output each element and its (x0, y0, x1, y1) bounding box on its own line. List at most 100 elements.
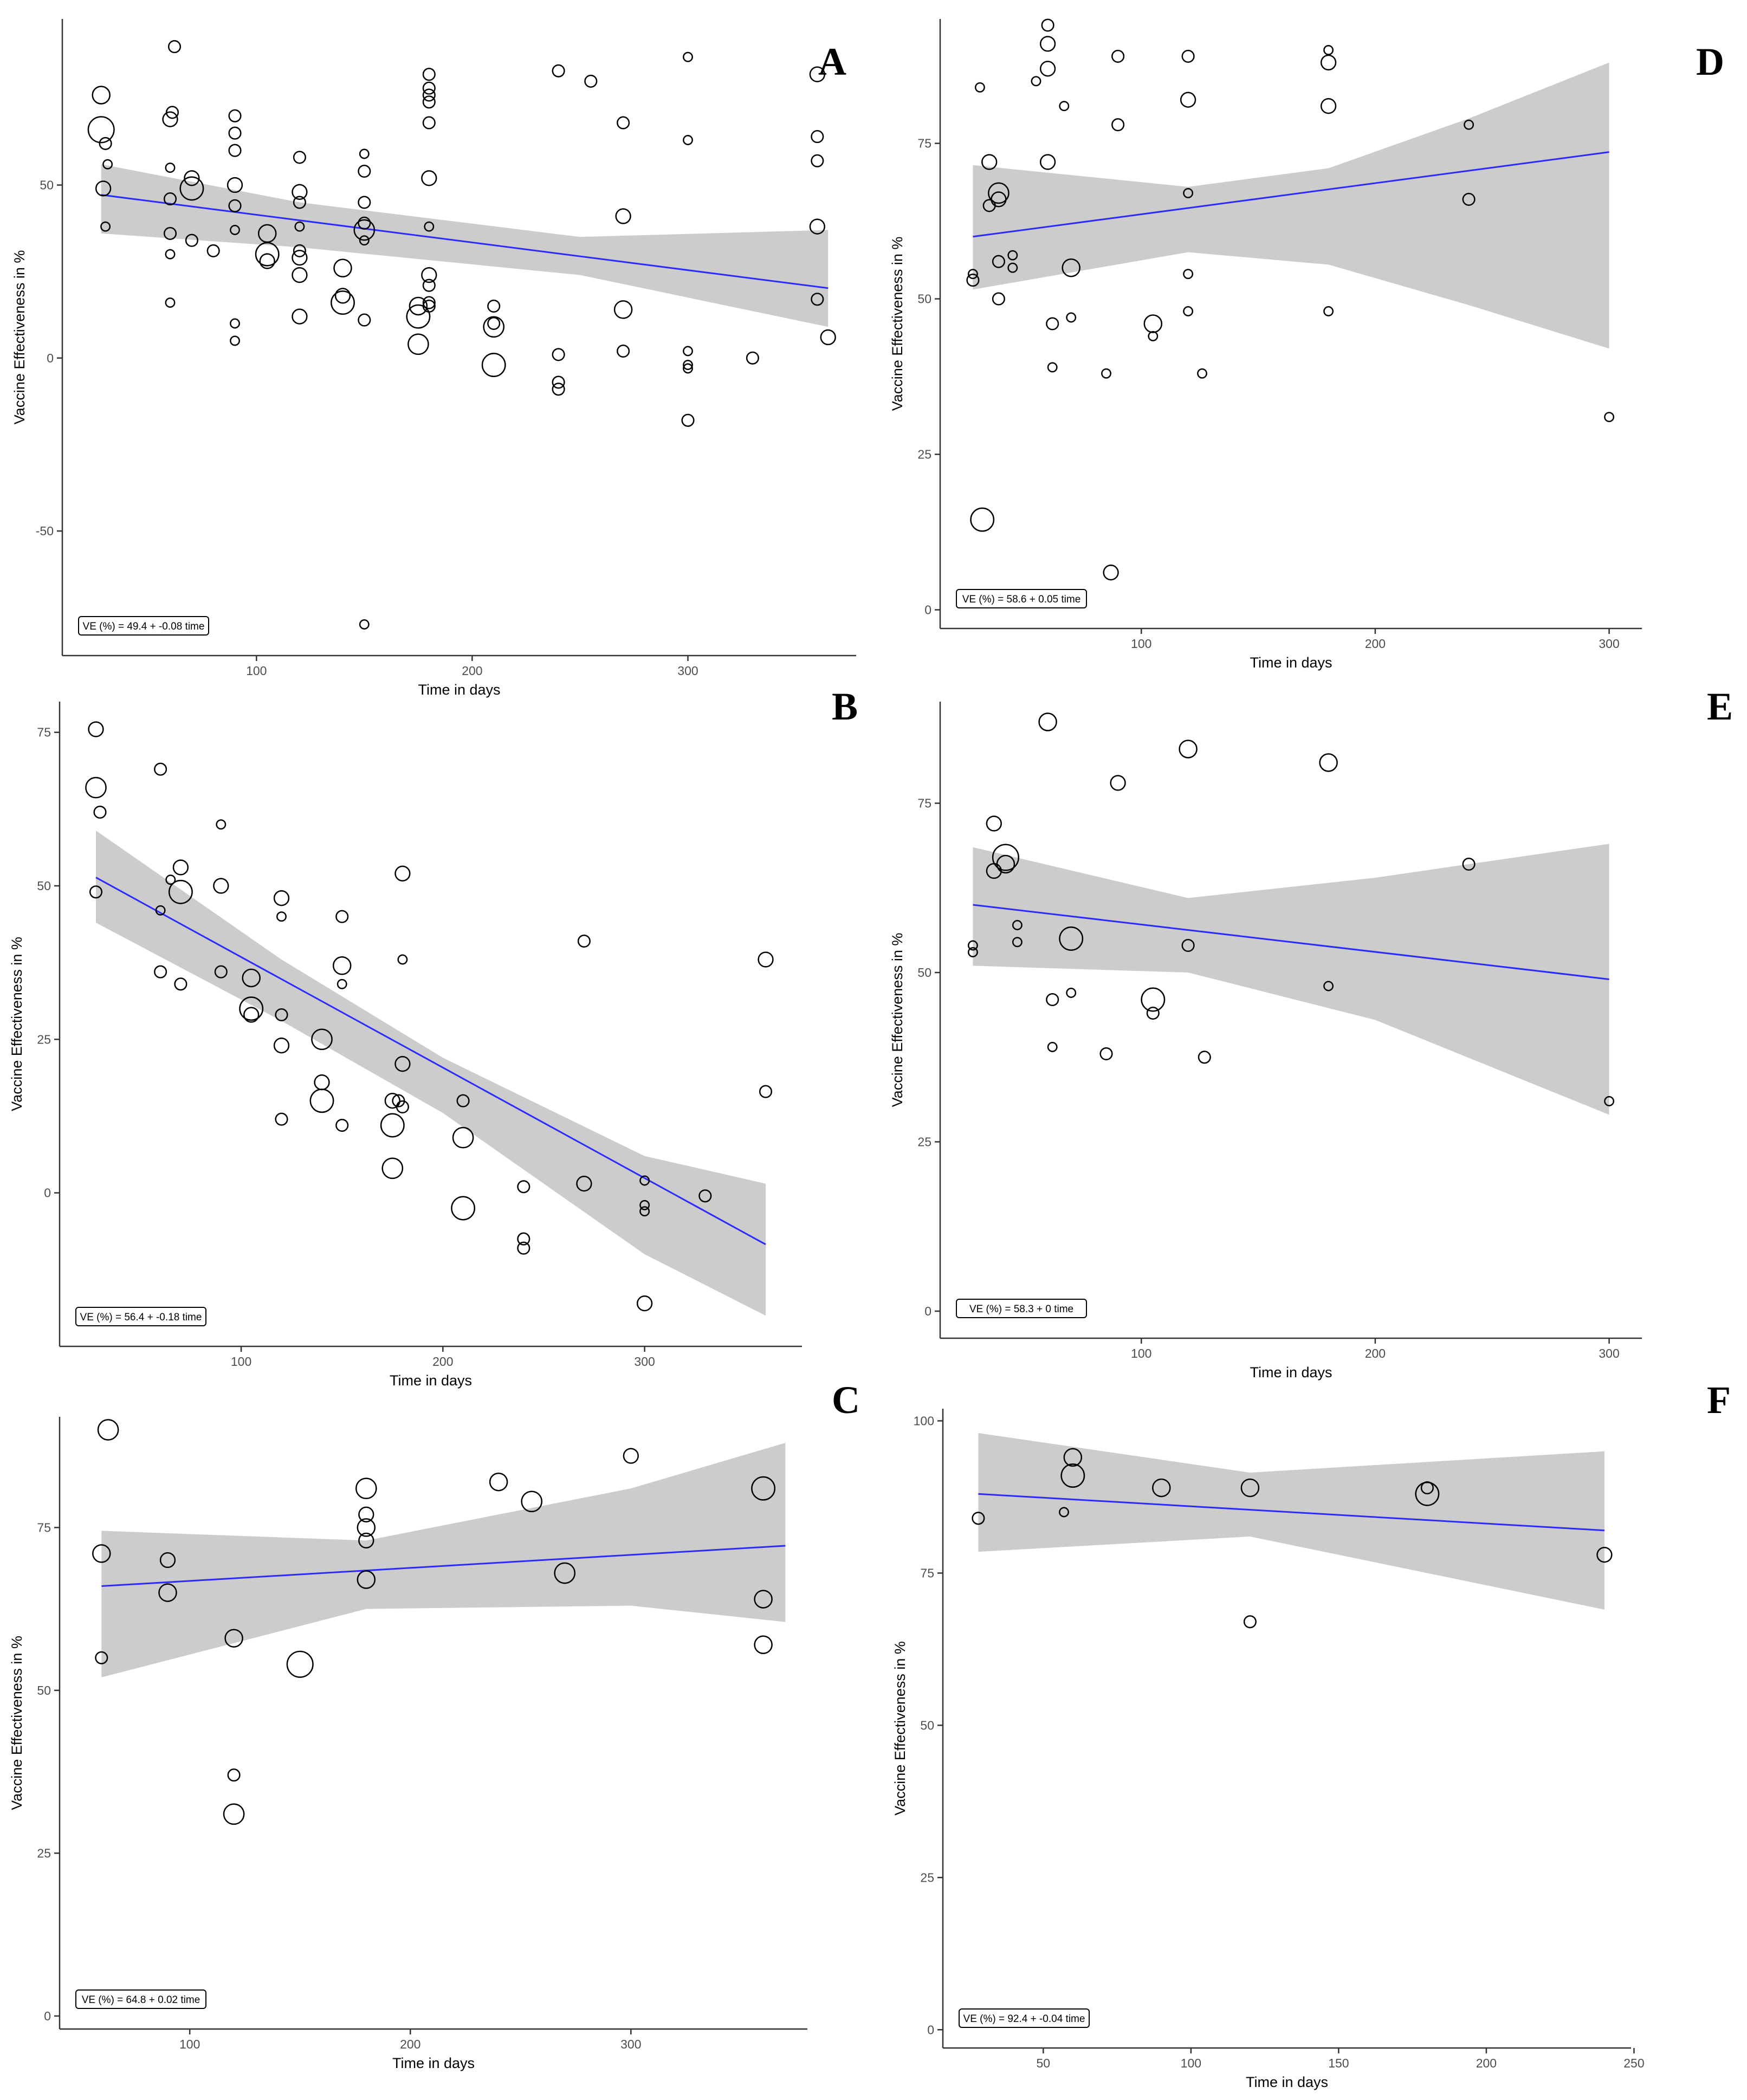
data-point (359, 235, 370, 246)
data-point (1039, 36, 1056, 52)
data-point (311, 1028, 333, 1051)
data-point (820, 329, 836, 346)
data-point (358, 1532, 374, 1549)
data-point (809, 66, 825, 82)
y-axis-title: Vaccine Effectiveness in % (889, 237, 905, 411)
data-point (751, 1476, 776, 1501)
data-point (179, 176, 204, 201)
y-tick-label: 0 (44, 1186, 51, 1200)
data-point (293, 244, 306, 257)
data-point (1066, 312, 1077, 323)
data-point (358, 313, 371, 327)
chart-svg: 50 100 150 200 250 0 25 50 75 100 Time in days Vacc… (892, 1409, 1645, 2090)
y-axis-title: Vaccine Effectiveness in % (11, 250, 28, 425)
data-point (228, 126, 242, 140)
y-axis-title: Vaccine Effectiveness in % (889, 933, 905, 1107)
data-point (1240, 1478, 1260, 1498)
data-point (617, 344, 630, 358)
data-point (1047, 1042, 1058, 1052)
panel-letter-c: C (832, 1378, 860, 1422)
chart-svg: 100 200 300 0 25 50 75 Time in days Vaccine Effe… (889, 18, 1642, 671)
data-point (357, 1570, 376, 1589)
chart-svg: 100 200 300 0 25 50 75 Time in days Vaccine Effe… (9, 702, 802, 1389)
data-point (1110, 775, 1126, 791)
data-point (1415, 1481, 1440, 1506)
data-point (1047, 362, 1058, 373)
y-tick-label: 50 (917, 292, 931, 306)
data-point (1038, 712, 1057, 731)
data-point (422, 68, 436, 81)
data-point (1059, 101, 1070, 112)
data-point (1046, 317, 1059, 330)
data-point (1103, 565, 1119, 581)
y-tick-label: 50 (917, 965, 931, 980)
data-point (683, 51, 693, 62)
equation-box: VE (%) = 64.8 + 0.02 time (75, 1989, 206, 2009)
x-tick-label: 200 (1476, 2056, 1497, 2070)
y-tick-label: 50 (37, 879, 51, 893)
data-point (293, 151, 306, 164)
data-point (421, 170, 437, 186)
x-tick-label: 300 (677, 664, 698, 678)
data-point (1604, 412, 1615, 423)
data-point (639, 1175, 650, 1186)
data-point (158, 1583, 177, 1602)
y-tick-label: 25 (37, 1032, 51, 1046)
data-point (1111, 118, 1125, 132)
data-point (1152, 1478, 1171, 1498)
data-point (487, 316, 501, 330)
data-point (1604, 1096, 1615, 1106)
data-point (1179, 740, 1198, 759)
y-tick-label: -50 (36, 524, 54, 538)
data-point (165, 874, 176, 885)
data-point (972, 1512, 985, 1525)
y-axis-title: Vaccine Effectiveness in % (9, 937, 25, 1111)
y-tick-label: 0 (924, 603, 931, 617)
data-point (1066, 988, 1077, 998)
data-point (89, 885, 103, 899)
data-point (214, 965, 228, 978)
data-point (95, 1651, 108, 1664)
data-point (681, 413, 695, 427)
equation-box-frame (956, 1299, 1087, 1318)
data-point (216, 819, 227, 830)
data-point (314, 1074, 330, 1091)
data-point (409, 296, 428, 316)
x-tick-label: 300 (620, 2037, 641, 2051)
data-point (87, 116, 115, 144)
data-point (228, 199, 242, 212)
equation-label: VE (%) = 92.4 + -0.04 time (963, 2013, 1085, 2025)
data-point (359, 148, 370, 159)
data-point (165, 297, 176, 308)
panel-a: 100 200 300 -50 0 50 Time in days Vaccine Effec… (0, 0, 867, 704)
data-point (754, 1590, 773, 1609)
data-point (1323, 306, 1334, 316)
confidence-band (96, 831, 766, 1316)
x-axis-title: Time in days (1246, 2074, 1328, 2090)
y-tick-label: 25 (37, 1846, 51, 1860)
data-point (967, 269, 978, 280)
data-point (384, 1093, 400, 1109)
regression-line (95, 877, 766, 1246)
data-point (154, 965, 167, 978)
x-tick-label: 100 (231, 1354, 251, 1369)
data-point (992, 292, 1005, 306)
data-point (273, 1038, 290, 1054)
data-point (451, 1196, 476, 1221)
equation-box-frame (956, 589, 1087, 608)
x-axis-title: Time in days (392, 2055, 475, 2071)
x-tick-label: 100 (179, 2037, 200, 2051)
data-point (422, 95, 436, 109)
x-tick-label: 200 (1365, 1346, 1386, 1360)
data-point (517, 1180, 530, 1194)
data-point (698, 1189, 712, 1203)
data-point (746, 351, 759, 365)
data-point (174, 977, 187, 991)
data-point (172, 859, 189, 876)
data-point (623, 1448, 639, 1464)
data-point (970, 507, 995, 532)
y-axis-title: Vaccine Effectiveness in % (892, 1641, 908, 1816)
data-point (683, 360, 693, 371)
data-point (1012, 920, 1023, 930)
